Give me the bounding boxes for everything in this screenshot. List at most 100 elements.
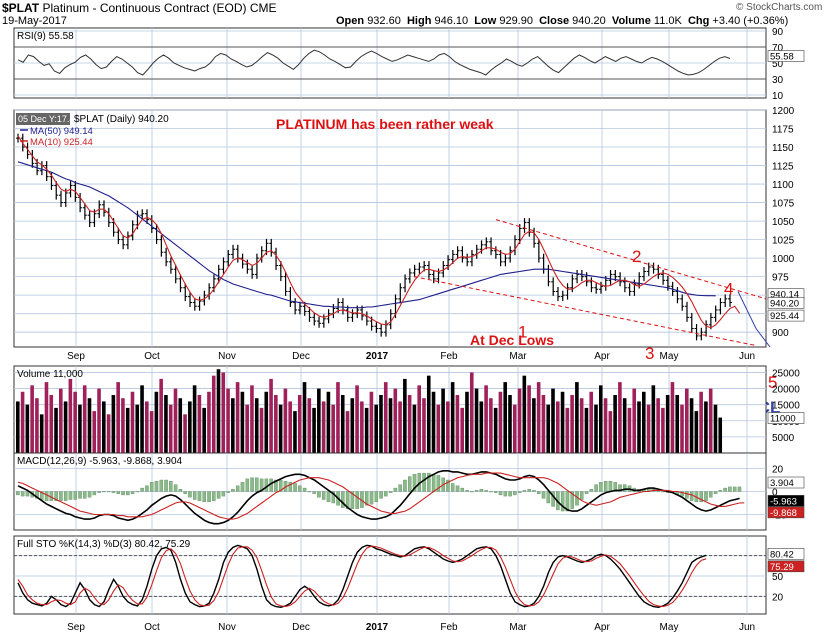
volume-bar-113 — [555, 401, 560, 453]
volume-bar-117 — [575, 382, 579, 453]
volume-bar-76 — [379, 395, 383, 453]
volume-bar-142 — [694, 411, 699, 453]
volume-bar-75 — [374, 404, 378, 453]
dec-lows-annotation: At Dec Lows — [470, 332, 554, 348]
xlabel-bottom-0: Sep — [67, 622, 85, 633]
macd-hist-bar-119 — [584, 491, 589, 494]
macd-hist-bar-26 — [140, 487, 144, 492]
volume-bar-61 — [307, 398, 312, 453]
macd-label: MACD(12,26,9) -5.963, -9.868, 3.904 — [17, 456, 183, 467]
volume-bar-134 — [656, 398, 660, 453]
macd-hist-bar-22 — [121, 491, 125, 496]
volume-bar-66 — [331, 404, 335, 453]
volume-bar-119 — [584, 407, 589, 453]
macd-hist-bar-77 — [384, 491, 388, 497]
macd-hist-bar-144 — [704, 491, 708, 501]
rsi-value-tag-box — [767, 50, 805, 62]
macd-hist-bar-30 — [159, 479, 164, 492]
macd-hist-bar-0 — [16, 491, 20, 496]
macd-hist-bar-127 — [623, 484, 627, 492]
macd-hist-bar-59 — [298, 485, 302, 492]
macd-hist-bar-41 — [212, 491, 216, 501]
macd-hist-bar-6 — [44, 491, 49, 501]
volume-bar-1 — [20, 391, 25, 453]
macd-hist-bar-4 — [35, 491, 39, 499]
xlabel-bottom-6: Mar — [509, 622, 527, 633]
macd-hist-bar-9 — [59, 491, 63, 501]
volume-bar-20 — [111, 395, 116, 453]
xlabel-bottom-7: Apr — [594, 622, 610, 633]
macd-hist-bar-25 — [135, 491, 140, 493]
macd-hist-bar-35 — [183, 491, 187, 494]
symbol: $PLAT — [2, 1, 40, 15]
volume-bar-80 — [398, 401, 402, 453]
xlabel-bottom-9: Jun — [739, 622, 755, 633]
wave-4-label: 4 — [724, 279, 733, 298]
macd-hist-bar-55 — [278, 479, 283, 492]
xlabel-top-8: May — [660, 351, 679, 362]
macd-hist-bar-32 — [169, 480, 173, 492]
vol-ytick-4: 5000 — [772, 433, 795, 444]
macd-hist-bar-61 — [307, 491, 312, 493]
volume-bar-8 — [54, 407, 58, 453]
sto-k-line — [17, 544, 707, 609]
macd-hist-bar-81 — [403, 479, 407, 492]
macd-hist-bar-143 — [699, 491, 703, 503]
macd-hist-bar-98 — [484, 490, 488, 492]
macd-hist-bar-63 — [317, 491, 321, 498]
macd-hist-bar-66 — [331, 491, 336, 504]
macd-hist-bar-125 — [613, 482, 617, 492]
volume-bar-39 — [202, 407, 206, 453]
macd-hist-bar-60 — [302, 487, 307, 492]
volume-bar-86 — [426, 375, 431, 453]
volume-bar-26 — [140, 385, 144, 453]
volume-value: 11.0K — [653, 15, 682, 27]
price-symbol-label: $PLAT (Daily) 940.20 — [74, 114, 169, 125]
macd-hist-bar-118 — [580, 491, 584, 500]
volume-bar-14 — [82, 385, 87, 453]
volume-bar-11 — [68, 378, 73, 453]
volume-bar-30 — [159, 378, 163, 453]
volume-bar-90 — [446, 401, 450, 453]
volume-bar-4 — [35, 398, 39, 453]
volume-bar-122 — [598, 385, 603, 453]
sto-ytick-1: 50 — [772, 572, 784, 583]
macd-hist-bar-45 — [231, 489, 235, 492]
macd-hist-bar-34 — [178, 489, 183, 492]
volume-bar-15 — [87, 398, 92, 453]
volume-bar-49 — [250, 385, 254, 453]
macd-hist-bar-11 — [68, 491, 73, 500]
macd-hist-bar-42 — [216, 491, 221, 499]
macd-hist-bar-51 — [259, 478, 264, 492]
macd-hist-bar-139 — [680, 491, 684, 497]
projection-line — [737, 291, 771, 348]
macd-hist-bar-29 — [154, 480, 159, 492]
high-value: 946.10 — [434, 15, 469, 27]
volume-bar-70 — [350, 398, 355, 453]
volume-bar-46 — [235, 382, 240, 453]
macd-hist-bar-94 — [465, 490, 469, 492]
macd-hist-bar-31 — [164, 479, 168, 492]
ma10-line — [17, 135, 741, 329]
volume-bar-68 — [340, 395, 345, 453]
volume-bar-69 — [345, 411, 350, 453]
macd-signal-tag-box — [767, 506, 805, 519]
volume-bar-111 — [546, 404, 551, 453]
volume-bar-84 — [417, 385, 421, 453]
macd-hist-bar-43 — [221, 491, 226, 497]
crosshair-label-box — [16, 113, 70, 125]
macd-hist-bar-20 — [111, 491, 116, 493]
macd-hist-bar-74 — [369, 491, 374, 505]
xlabel-bottom-3: Dec — [292, 622, 310, 633]
macd-hist-bar-115 — [565, 491, 570, 512]
price-ytick-12: 900 — [772, 328, 789, 339]
macd-hist-bar-145 — [709, 491, 713, 498]
volume-bar-56 — [283, 388, 288, 453]
volume-bar-52 — [264, 391, 269, 453]
ma50-line — [17, 161, 716, 309]
volume-bar-102 — [503, 382, 508, 453]
macd-hist-bar-58 — [293, 483, 297, 492]
macd-hist-bar-83 — [412, 474, 417, 492]
price-tag-last: 940.14 — [770, 290, 799, 301]
